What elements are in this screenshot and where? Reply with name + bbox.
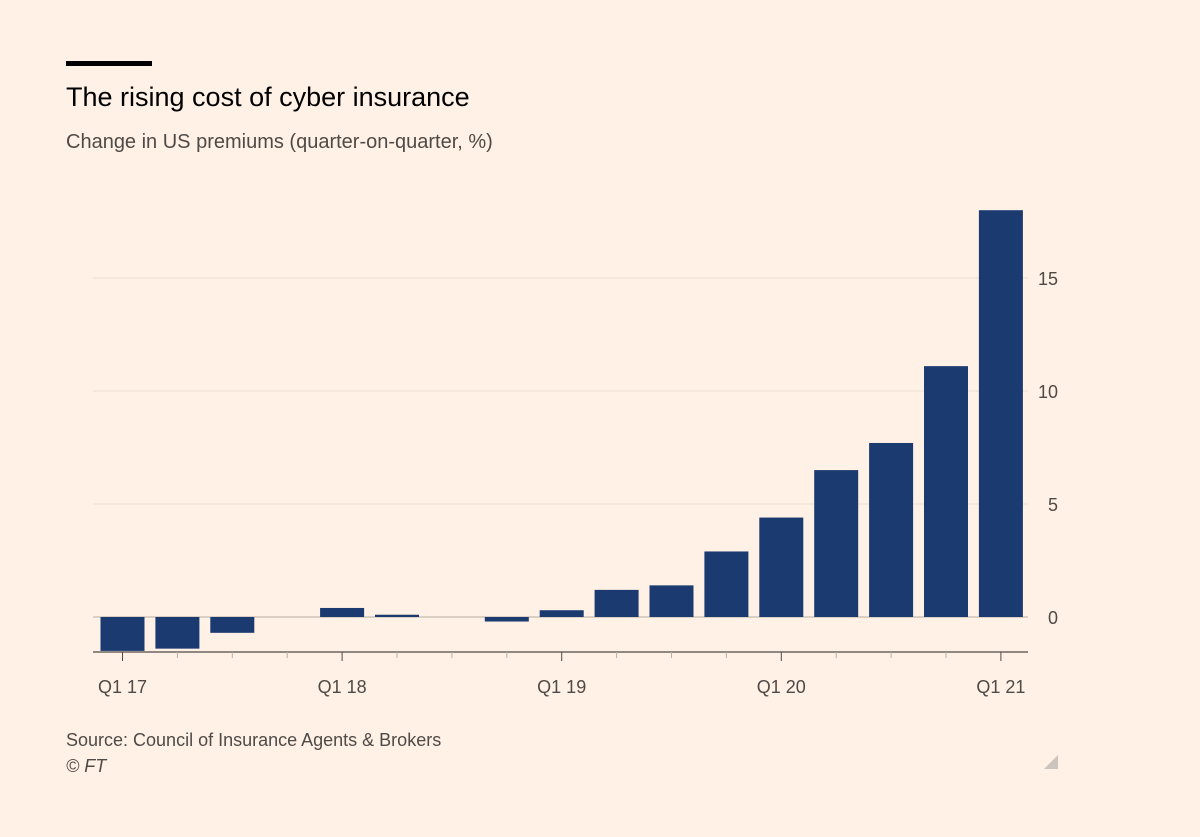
bar-q1-17 [100,617,145,651]
bars [100,210,1023,651]
bar-q1-21 [978,210,1023,617]
resize-handle-icon[interactable] [1044,755,1058,769]
bar-q4-20 [924,366,968,617]
bar-q1-18 [320,607,365,617]
y-axis-tick-labels: 0 5 10 15 [1038,269,1058,628]
bar-q3-19 [649,585,694,617]
chart-title: The rising cost of cyber insurance [66,82,470,112]
bar-q1-19 [539,610,584,617]
y-tick-label: 10 [1038,382,1058,402]
bar-q2-19 [594,589,639,617]
bar-q1-20 [759,517,804,617]
x-axis [93,651,1028,661]
copyright-note: © FT [66,756,107,776]
bar-q4-18 [484,617,529,622]
bar-q2-17 [155,617,200,649]
x-tick-label: Q1 19 [537,677,586,697]
x-tick-label: Q1 18 [318,677,367,697]
source-note: Source: Council of Insurance Agents & Br… [66,730,442,750]
bar-q3-17 [210,617,255,633]
bar-q2-18 [375,614,419,617]
bar-q3-20 [869,442,914,617]
x-tick-label: Q1 17 [98,677,147,697]
title-rule [66,61,152,66]
y-tick-label: 5 [1048,495,1058,515]
y-tick-label: 0 [1048,608,1058,628]
bar-chart: 0 5 10 15 Q1 17 Q1 18 Q1 19 Q1 20 Q1 21 [93,210,1058,697]
bar-q2-20 [814,470,859,617]
x-tick-label: Q1 21 [976,677,1025,697]
y-tick-label: 15 [1038,269,1058,289]
x-tick-label: Q1 20 [757,677,806,697]
x-axis-tick-labels: Q1 17 Q1 18 Q1 19 Q1 20 Q1 21 [98,677,1025,697]
chart-subtitle: Change in US premiums (quarter-on-quarte… [66,131,493,153]
bar-q4-19 [704,551,749,617]
